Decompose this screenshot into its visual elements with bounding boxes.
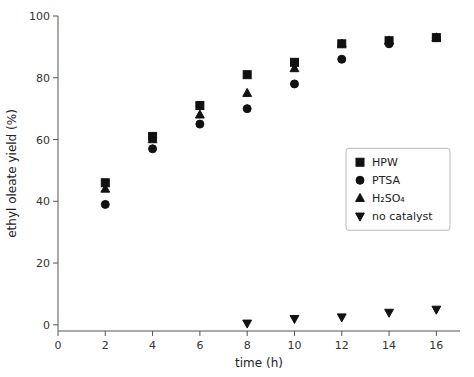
x-tick-label: 4 — [149, 339, 156, 352]
x-tick — [199, 331, 200, 336]
legend-label: H₂SO₄ — [372, 192, 405, 205]
point — [385, 309, 394, 317]
y-tick-label: 40 — [36, 195, 50, 208]
y-tick — [53, 139, 58, 140]
y-tick-label: 20 — [36, 257, 50, 270]
legend-marker — [356, 213, 365, 221]
legend-marker — [356, 158, 364, 166]
point — [243, 105, 251, 113]
y-tick — [53, 324, 58, 325]
point — [290, 80, 298, 88]
series — [243, 306, 441, 328]
y-axis-label: ethyl oleate yield (%) — [5, 109, 19, 238]
point — [338, 55, 346, 63]
legend-label: HPW — [372, 156, 398, 169]
plot-area — [101, 33, 441, 328]
x-tick-label: 16 — [429, 339, 443, 352]
y-tick — [53, 16, 58, 17]
x-tick — [294, 331, 295, 336]
y-axis — [58, 16, 59, 331]
x-tick-label: 12 — [335, 339, 349, 352]
y-tick-label: 100 — [29, 10, 50, 23]
point — [385, 37, 393, 45]
series — [101, 34, 440, 187]
y-tick — [53, 263, 58, 264]
point — [101, 200, 109, 208]
point — [196, 120, 204, 128]
x-tick — [58, 331, 59, 336]
point — [432, 34, 440, 42]
y-tick — [53, 201, 58, 202]
point — [149, 145, 157, 153]
point — [432, 34, 440, 42]
point — [196, 102, 204, 110]
point — [432, 33, 441, 41]
x-tick-label: 10 — [287, 339, 301, 352]
legend: HPW PTSA H₂SO₄ no catalyst — [346, 148, 450, 230]
x-tick-label: 6 — [196, 339, 203, 352]
point — [148, 135, 157, 143]
x-tick — [152, 331, 153, 336]
x-tick-label: 2 — [102, 339, 109, 352]
point — [243, 71, 251, 79]
y-tick — [53, 77, 58, 78]
x-tick — [341, 331, 342, 336]
legend-label: PTSA — [372, 174, 401, 187]
x-tick — [436, 331, 437, 336]
point — [243, 320, 252, 328]
legend-marker — [356, 176, 364, 184]
x-tick-label: 0 — [55, 339, 62, 352]
point — [101, 184, 110, 192]
legend-box — [346, 148, 450, 230]
y-tick-label: 80 — [36, 72, 50, 85]
point — [243, 88, 252, 96]
point — [385, 36, 394, 44]
x-tick — [389, 331, 390, 336]
x-tick-label: 14 — [382, 339, 396, 352]
y-tick-label: 0 — [43, 319, 50, 332]
y-tick-label: 60 — [36, 134, 50, 147]
legend-label: no catalyst — [372, 210, 433, 223]
x-tick-label: 8 — [244, 339, 251, 352]
point — [195, 110, 204, 118]
x-tick — [105, 331, 106, 336]
x-axis-label: time (h) — [235, 356, 283, 370]
series — [101, 33, 441, 192]
point — [290, 315, 299, 323]
point — [432, 306, 441, 314]
legend-marker — [356, 193, 365, 201]
series — [101, 34, 440, 209]
point — [337, 39, 346, 47]
point — [337, 314, 346, 322]
point — [338, 40, 346, 48]
chart: 0 2 4 6 8 10 12 14 16 0 20 40 60 80 100 time (h) ethyl o… — [0, 0, 474, 377]
point — [290, 64, 299, 72]
x-tick — [247, 331, 248, 336]
x-axis — [58, 331, 460, 332]
